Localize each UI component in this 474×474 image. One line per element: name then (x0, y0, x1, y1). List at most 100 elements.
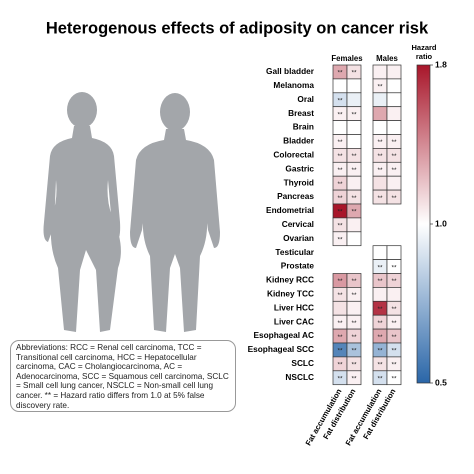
female-head (67, 92, 97, 128)
significance-mark: ** (351, 167, 357, 174)
heatmap-cell (386, 92, 402, 108)
heatmap-cell (372, 64, 388, 80)
heatmap-cell (386, 245, 402, 260)
significance-mark: ** (351, 375, 357, 382)
significance-mark: ** (337, 292, 343, 299)
heatmap-cell (346, 120, 362, 135)
significance-mark: ** (351, 334, 357, 341)
heatmap-cell (386, 189, 402, 205)
colorbar-tick-label: 0.5 (435, 377, 447, 387)
heatmap-cell (386, 106, 402, 121)
heatmap-cell (372, 120, 388, 135)
heatmap-cell (372, 245, 388, 260)
significance-mark: ** (391, 264, 397, 271)
significance-mark: ** (351, 348, 357, 355)
row-label: Oral (297, 94, 314, 104)
significance-mark: ** (337, 334, 343, 341)
heatmap-cell (346, 231, 362, 247)
significance-mark: ** (377, 348, 383, 355)
significance-mark: ** (377, 320, 383, 327)
row-label: Kidney TCC (267, 289, 314, 299)
significance-mark: ** (377, 375, 383, 382)
significance-mark: ** (351, 70, 357, 77)
significance-mark: ** (377, 306, 383, 313)
row-label: Melanoma (273, 80, 314, 90)
male-head (160, 93, 190, 131)
colorbar-tick-label: 1.8 (435, 59, 447, 69)
significance-mark: ** (351, 278, 357, 285)
heatmap-cell (386, 370, 402, 386)
heatmap-cell (372, 106, 388, 121)
female-body (43, 126, 121, 332)
row-label: Ovarian (283, 233, 314, 243)
row-label: Prostate (281, 261, 315, 271)
significance-mark: ** (337, 348, 343, 355)
male-body (130, 129, 220, 332)
row-label: Esophageal SCC (248, 344, 314, 354)
colorbar (416, 64, 431, 384)
significance-mark: ** (337, 167, 343, 174)
significance-mark: ** (337, 362, 343, 369)
row-label: Thyroid (284, 177, 314, 187)
heatmap-cell (346, 78, 362, 94)
row-label: Gall bladder (266, 66, 315, 76)
heatmap-cell (372, 92, 388, 108)
row-label: Liver CAC (274, 316, 314, 326)
significance-mark: ** (337, 153, 343, 160)
row-label: Liver HCC (274, 302, 314, 312)
colorbar-tick-label: 1.0 (435, 218, 447, 228)
heatmap-cell (386, 287, 402, 302)
significance-mark: ** (391, 320, 397, 327)
chart-title: Heterogenous effects of adiposity on can… (46, 19, 429, 37)
significance-mark: ** (337, 139, 343, 146)
significance-mark: ** (337, 278, 343, 285)
significance-mark: ** (377, 362, 383, 369)
significance-mark: ** (337, 70, 343, 77)
significance-mark: ** (351, 153, 357, 160)
heatmap-cell (372, 175, 388, 191)
heatmap-cell (386, 78, 402, 94)
heatmap-cell (386, 120, 402, 135)
row-label: Kidney RCC (266, 275, 314, 285)
significance-mark: ** (337, 111, 343, 118)
heatmap-cell (346, 370, 362, 386)
significance-mark: ** (377, 153, 383, 160)
row-label: NSCLC (285, 372, 314, 382)
significance-mark: ** (337, 195, 343, 202)
significance-mark: ** (351, 209, 357, 216)
row-label: SCLC (291, 358, 314, 368)
significance-mark: ** (337, 236, 343, 243)
heatmap-cell (346, 92, 362, 108)
significance-mark: ** (351, 111, 357, 118)
row-label: Esophageal AC (253, 330, 314, 340)
row-label: Cervical (282, 219, 314, 229)
significance-mark: ** (377, 278, 383, 285)
significance-mark: ** (391, 153, 397, 160)
row-label: Bladder (283, 136, 315, 146)
significance-mark: ** (351, 320, 357, 327)
significance-mark: ** (337, 320, 343, 327)
significance-mark: ** (391, 139, 397, 146)
significance-mark: ** (391, 306, 397, 313)
significance-mark: ** (377, 264, 383, 271)
significance-mark: ** (377, 334, 383, 341)
row-label: Gastric (285, 163, 314, 173)
significance-mark: ** (337, 223, 343, 230)
significance-mark: ** (377, 167, 383, 174)
heatmap-cell (386, 175, 402, 191)
significance-mark: ** (377, 84, 383, 91)
significance-mark: ** (391, 362, 397, 369)
significance-mark: ** (337, 181, 343, 188)
significance-mark: ** (391, 278, 397, 285)
significance-mark: ** (337, 97, 343, 104)
abbreviations-note: Abbreviations: RCC = Renal cell carcinom… (10, 340, 236, 412)
row-label: Pancreas (277, 191, 314, 201)
heatmap-cell (332, 78, 348, 94)
row-label: Testicular (275, 247, 314, 257)
colorbar-title: Hazard ratio (411, 43, 437, 61)
row-label: Colorectal (273, 150, 314, 160)
significance-mark: ** (351, 362, 357, 369)
significance-mark: ** (351, 195, 357, 202)
heatmap-cell (386, 64, 402, 80)
